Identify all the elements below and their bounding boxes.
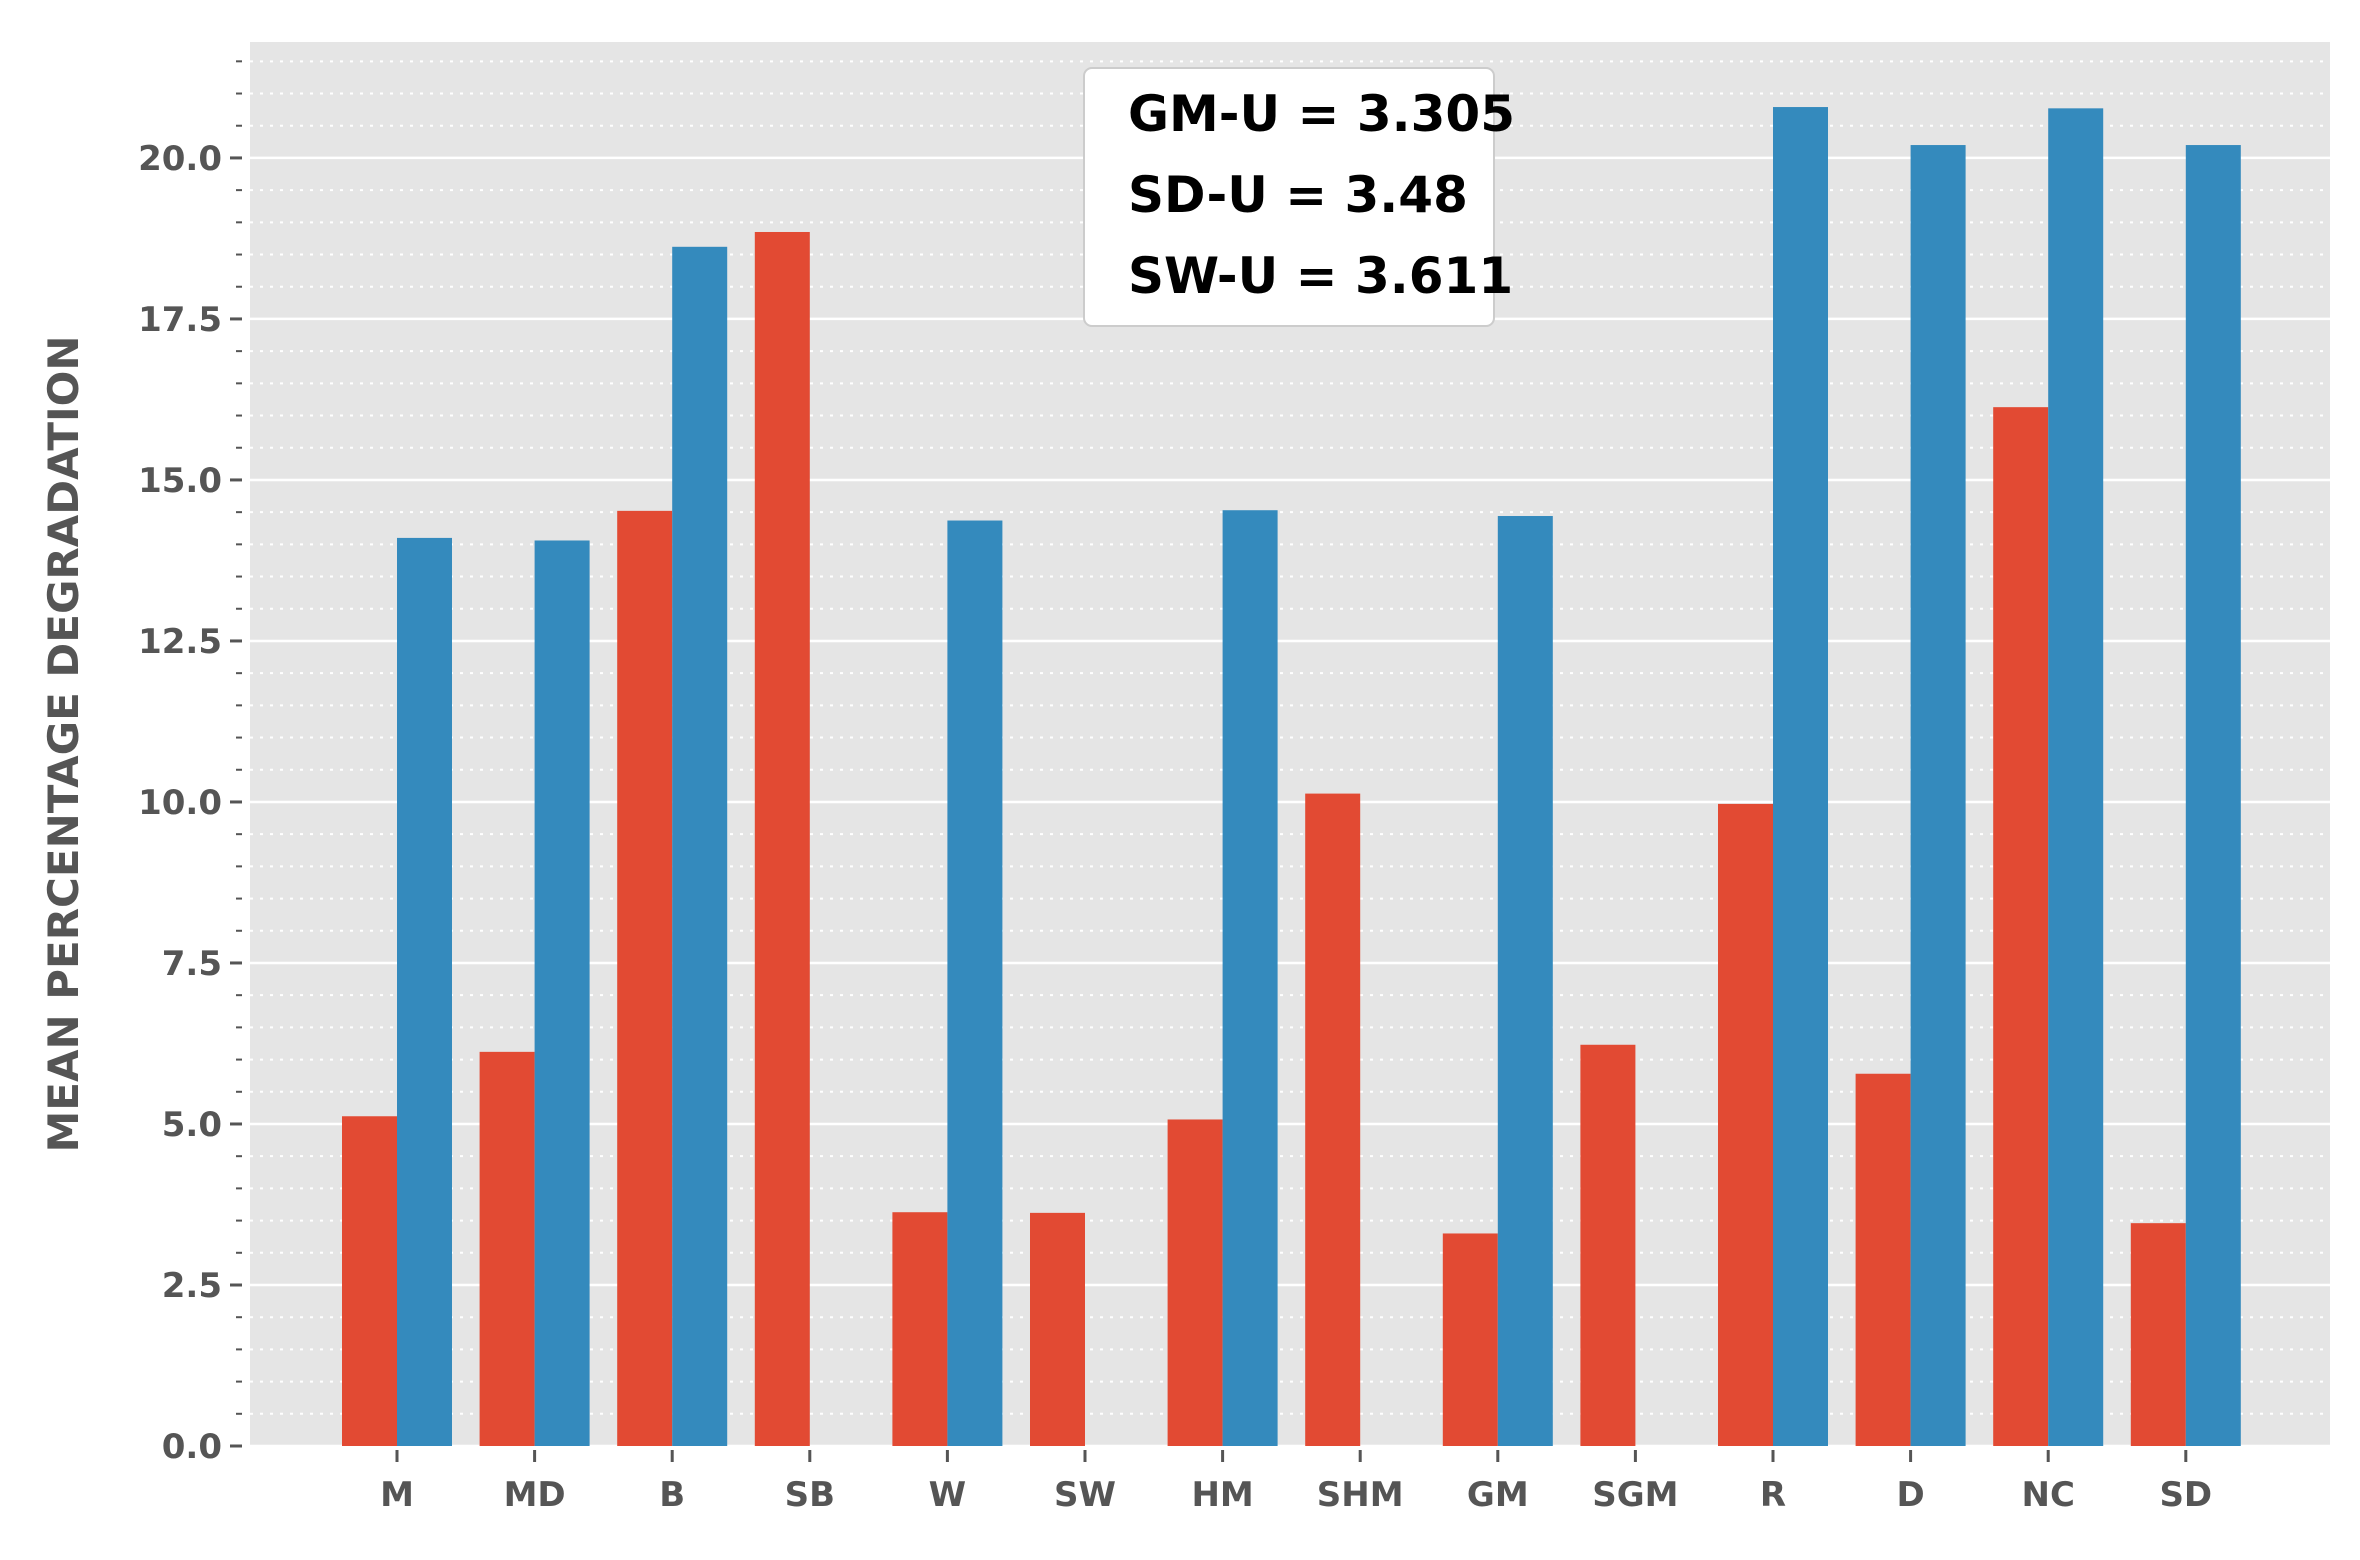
x-tick-label: SB <box>785 1475 835 1515</box>
bar-series-1-shm <box>1305 793 1361 1446</box>
y-tick-label: 10.0 <box>138 783 222 823</box>
x-tick-label: R <box>1760 1475 1786 1515</box>
x-tick-label: M <box>380 1475 414 1515</box>
bar-series-1-sd <box>2130 1223 2186 1446</box>
bar-series-2-d <box>1910 145 1966 1446</box>
annotation-line-1: GM-U = 3.305 <box>1128 85 1515 143</box>
bar-series-1-nc <box>1993 407 2049 1446</box>
bar-series-1-md <box>479 1051 535 1446</box>
bar-series-2-r <box>1773 107 1828 1446</box>
annotation-box-background <box>1083 67 1495 327</box>
bar-series-1-gm <box>1442 1233 1498 1446</box>
x-tick-label: B <box>659 1475 685 1515</box>
y-tick-label: 2.5 <box>162 1266 222 1306</box>
x-tick-label: SW <box>1054 1475 1116 1515</box>
bar-series-1-r <box>1718 803 1773 1446</box>
bar-series-1-d <box>1855 1073 1911 1446</box>
y-tick-label: 12.5 <box>138 622 222 662</box>
x-axis: M MD B SB W SW HM SHM GM SGM R D NC SD <box>380 1450 2212 1515</box>
y-axis-title: MEAN PERCENTAGE DEGRADATION <box>39 335 88 1152</box>
bar-series-1-b <box>617 510 673 1446</box>
x-tick-label: GM <box>1467 1475 1529 1515</box>
bar-series-2-b <box>672 246 728 1446</box>
x-tick-label: SGM <box>1592 1475 1678 1515</box>
y-tick-label: 5.0 <box>162 1105 222 1145</box>
y-axis: 0.0 2.5 5.0 7.5 10.0 12.5 15.0 17.5 20.0 <box>138 60 242 1467</box>
y-tick-label: 7.5 <box>162 944 222 984</box>
annotation-line-2: SD-U = 3.48 <box>1128 166 1468 224</box>
bar-series-2-sd <box>2185 145 2241 1446</box>
bar-series-1-m <box>342 1116 397 1446</box>
annotation-box: GM-U = 3.305 SD-U = 3.48 SW-U = 3.611 <box>1083 67 1515 327</box>
x-tick-label: SHM <box>1317 1475 1404 1515</box>
y-tick-label: 0.0 <box>162 1427 222 1467</box>
annotation-line-3: SW-U = 3.611 <box>1128 247 1513 305</box>
bar-series-1-w <box>892 1212 948 1446</box>
y-tick-label: 20.0 <box>138 139 222 179</box>
x-tick-label: SD <box>2159 1475 2212 1515</box>
y-tick-label: 17.5 <box>138 300 222 340</box>
x-tick-label: NC <box>2021 1475 2074 1515</box>
bar-series-1-sw <box>1030 1212 1085 1446</box>
bar-series-1-sgm <box>1580 1044 1636 1446</box>
bar-series-2-gm <box>1497 516 1553 1446</box>
y-tick-label: 15.0 <box>138 461 222 501</box>
bar-series-2-nc <box>2048 108 2104 1446</box>
bar-series-2-m <box>397 537 452 1446</box>
bar-series-2-w <box>947 520 1003 1446</box>
bar-series-1-sb <box>754 231 810 1446</box>
x-tick-label: D <box>1896 1475 1924 1515</box>
bars <box>342 107 2241 1446</box>
x-tick-label: MD <box>504 1475 566 1515</box>
bar-series-2-md <box>534 540 590 1446</box>
x-tick-label: HM <box>1191 1475 1253 1515</box>
bar-series-2-hm <box>1222 510 1278 1446</box>
x-tick-label: W <box>929 1475 967 1515</box>
bar-series-1-hm <box>1167 1119 1223 1446</box>
